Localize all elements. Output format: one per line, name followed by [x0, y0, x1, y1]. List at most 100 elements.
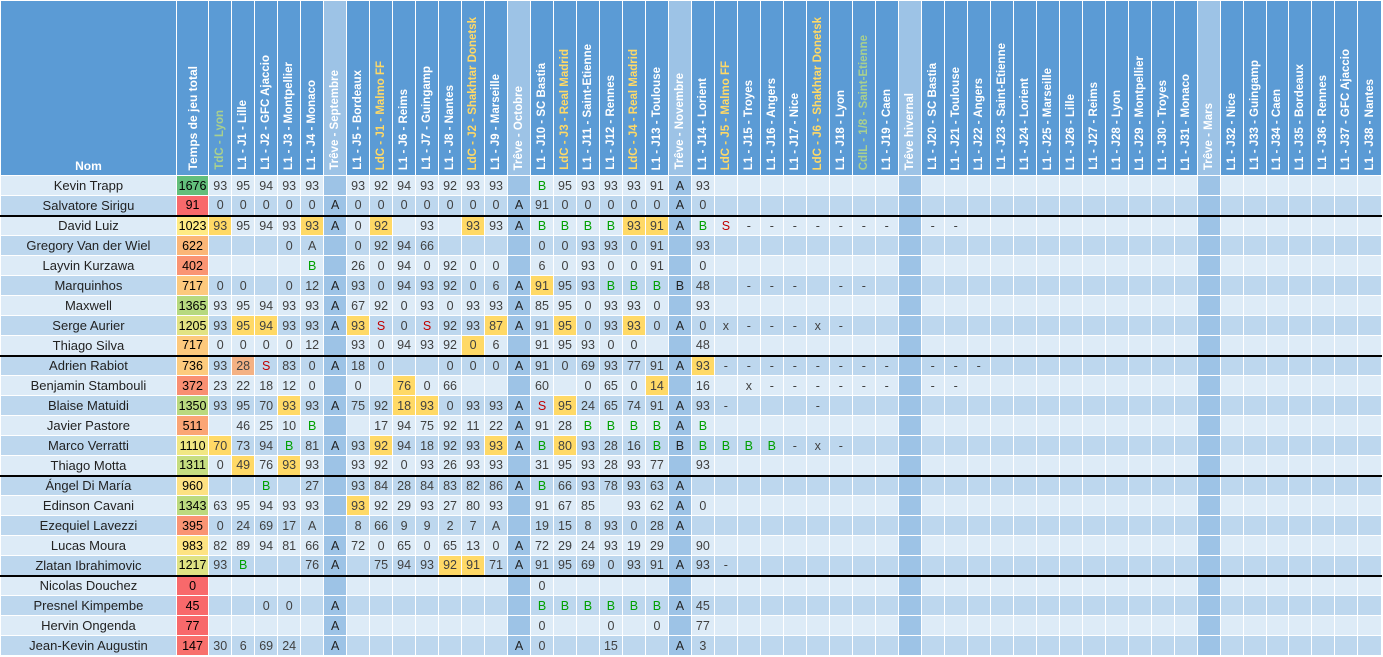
match-cell[interactable]: 12	[300, 275, 325, 296]
match-cell[interactable]	[1357, 574, 1382, 596]
match-cell[interactable]	[851, 195, 876, 216]
match-cell[interactable]	[1288, 354, 1313, 376]
match-cell[interactable]: 93	[277, 455, 302, 476]
match-cell[interactable]	[736, 235, 761, 256]
match-cell[interactable]: 69	[575, 555, 600, 576]
match-cell[interactable]: 93	[575, 474, 600, 496]
match-cell[interactable]	[1265, 415, 1290, 436]
match-cell[interactable]	[1127, 175, 1152, 196]
table-row[interactable]: Lucas Moura 983 82 89 94 81 66 A 72 0 65 0 65 13 0 A 72 2…	[0, 535, 1382, 556]
match-cell[interactable]	[1150, 415, 1175, 436]
match-cell[interactable]: 0	[484, 195, 509, 216]
match-cell[interactable]: A	[667, 214, 692, 236]
match-cell[interactable]	[966, 214, 991, 236]
match-cell[interactable]	[1357, 615, 1382, 636]
match-cell[interactable]	[1104, 535, 1129, 556]
match-cell[interactable]: 77	[621, 354, 646, 376]
match-cell[interactable]: 0	[369, 335, 394, 356]
match-cell[interactable]: 93	[346, 474, 371, 496]
match-cell[interactable]: 95	[552, 315, 577, 336]
match-cell[interactable]	[759, 175, 784, 196]
match-cell[interactable]	[1311, 574, 1336, 596]
match-cell[interactable]	[484, 235, 509, 256]
match-cell[interactable]	[1196, 574, 1221, 596]
match-cell[interactable]: B	[621, 415, 646, 436]
match-cell[interactable]	[415, 595, 440, 616]
match-cell[interactable]	[507, 595, 531, 616]
match-cell[interactable]: 0	[392, 455, 417, 476]
match-cell[interactable]: -	[828, 315, 853, 336]
match-cell[interactable]	[1127, 415, 1152, 436]
match-cell[interactable]: 89	[231, 535, 256, 556]
match-cell[interactable]: 69	[575, 354, 600, 376]
match-cell[interactable]: 93	[415, 295, 440, 316]
match-cell[interactable]: 0	[530, 235, 554, 256]
match-cell[interactable]	[1265, 375, 1290, 396]
match-cell[interactable]	[438, 635, 463, 656]
match-cell[interactable]	[1334, 535, 1359, 556]
match-cell[interactable]: 0	[461, 195, 486, 216]
match-cell[interactable]	[1219, 574, 1244, 596]
match-cell[interactable]	[989, 275, 1014, 296]
table-row[interactable]: Benjamin Stambouli 372 23 22 18 12 0 0 76 0 66 60 0 6…	[0, 375, 1382, 396]
match-cell[interactable]	[759, 235, 784, 256]
match-cell[interactable]: 94	[392, 275, 417, 296]
match-cell[interactable]: B	[598, 214, 623, 236]
match-cell[interactable]	[1242, 214, 1267, 236]
match-cell[interactable]	[1012, 555, 1037, 576]
match-cell[interactable]	[920, 175, 945, 196]
match-cell[interactable]: 71	[484, 555, 509, 576]
match-cell[interactable]	[1265, 275, 1290, 296]
match-cell[interactable]: 66	[438, 375, 463, 396]
match-cell[interactable]: 13	[461, 535, 486, 556]
match-cell[interactable]: 16	[690, 375, 715, 396]
match-cell[interactable]	[943, 175, 968, 196]
match-cell[interactable]	[1081, 435, 1106, 456]
match-cell[interactable]: 93	[208, 175, 233, 196]
match-cell[interactable]	[1173, 175, 1198, 196]
match-cell[interactable]	[346, 615, 371, 636]
match-cell[interactable]	[1357, 595, 1382, 616]
match-cell[interactable]: 18	[392, 395, 417, 416]
match-cell[interactable]	[1265, 235, 1290, 256]
match-cell[interactable]: 0	[369, 275, 394, 296]
match-cell[interactable]	[828, 535, 853, 556]
match-cell[interactable]: 28	[644, 515, 669, 536]
match-cell[interactable]: 0	[598, 555, 623, 576]
match-cell[interactable]: 93	[208, 295, 233, 316]
match-cell[interactable]	[1012, 295, 1037, 316]
match-cell[interactable]: 66	[552, 474, 577, 496]
match-cell[interactable]	[1035, 555, 1060, 576]
match-cell[interactable]	[323, 495, 348, 516]
match-cell[interactable]: 27	[438, 495, 463, 516]
match-cell[interactable]	[805, 595, 830, 616]
match-cell[interactable]	[782, 615, 807, 636]
match-cell[interactable]	[690, 515, 715, 536]
match-cell[interactable]	[1012, 535, 1037, 556]
match-cell[interactable]: B	[530, 175, 554, 196]
match-cell[interactable]: 95	[552, 455, 577, 476]
match-cell[interactable]	[438, 595, 463, 616]
match-cell[interactable]: 91	[530, 415, 554, 436]
match-cell[interactable]	[667, 255, 692, 276]
column-header[interactable]: L1 - J19 - Caen	[874, 0, 899, 176]
match-cell[interactable]	[1288, 315, 1313, 336]
match-cell[interactable]	[1058, 555, 1083, 576]
match-cell[interactable]: 93	[415, 495, 440, 516]
match-cell[interactable]	[828, 515, 853, 536]
match-cell[interactable]	[966, 175, 991, 196]
match-cell[interactable]	[667, 574, 692, 596]
match-cell[interactable]	[874, 435, 899, 456]
match-cell[interactable]	[1150, 175, 1175, 196]
match-cell[interactable]: 92	[369, 214, 394, 236]
match-cell[interactable]: 6	[484, 275, 509, 296]
match-cell[interactable]	[1012, 235, 1037, 256]
match-cell[interactable]	[897, 395, 922, 416]
match-cell[interactable]	[874, 515, 899, 536]
match-cell[interactable]	[598, 574, 623, 596]
match-cell[interactable]	[1104, 315, 1129, 336]
player-name[interactable]: Thiago Motta	[0, 455, 177, 476]
match-cell[interactable]: 0	[690, 495, 715, 516]
column-header[interactable]: LdC - J6 - Shakhtar Donetsk	[805, 0, 830, 176]
match-cell[interactable]	[1150, 195, 1175, 216]
